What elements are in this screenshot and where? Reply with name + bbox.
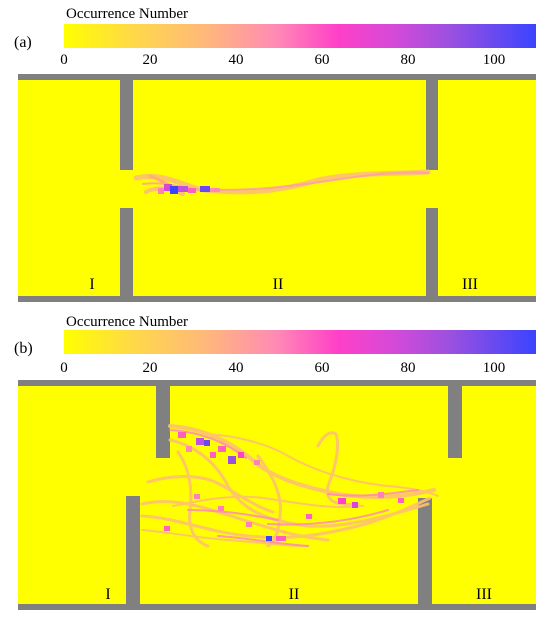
colorbar-tick: 20 — [142, 360, 158, 376]
room-label-ii: II — [288, 586, 300, 603]
room-label-ii: II — [272, 276, 284, 293]
colorbar — [64, 24, 536, 48]
colorbar-tick: 80 — [400, 52, 416, 68]
bottom-wall — [18, 604, 536, 610]
door-wall — [126, 496, 140, 604]
room-label-iii: III — [476, 586, 492, 603]
door-wall — [426, 80, 438, 170]
colorbar-tick: 100 — [482, 52, 506, 68]
door-wall — [448, 386, 462, 458]
trajectory-heatmap — [140, 424, 439, 548]
colorbar-tick: 0 — [60, 360, 68, 376]
top-wall — [18, 380, 536, 386]
colorbar-tick: 60 — [314, 360, 330, 376]
door-wall — [120, 208, 133, 296]
panel-a: (a) Occurrence Number 0 20 40 60 80 100 — [14, 6, 536, 302]
room-label-i: I — [105, 586, 111, 603]
top-wall — [18, 74, 536, 80]
panel-label: (b) — [14, 340, 33, 357]
colorbar-tick: 40 — [228, 52, 244, 68]
room-label-iii: III — [462, 276, 478, 293]
colorbar-title: Occurrence Number — [66, 6, 189, 22]
room-map: I II III — [18, 380, 536, 610]
door-wall — [156, 386, 170, 458]
panel-b: (b) Occurrence Number 0 20 40 60 80 100 — [0, 310, 550, 620]
colorbar-tick: 80 — [400, 360, 416, 376]
door-wall — [120, 80, 133, 170]
panel-label: (a) — [14, 34, 32, 51]
bottom-wall — [18, 296, 536, 302]
colorbar-tick: 0 — [60, 52, 68, 68]
colorbar-tick: 100 — [482, 360, 506, 376]
room-label-i: I — [89, 276, 95, 293]
door-wall — [426, 208, 438, 296]
colorbar-tick: 40 — [228, 360, 244, 376]
room-map: I II III — [18, 74, 536, 302]
door-wall — [418, 498, 432, 604]
colorbar — [64, 330, 536, 354]
trajectory-heatmap — [133, 169, 431, 196]
colorbar-tick: 60 — [314, 52, 330, 68]
colorbar-tick: 20 — [142, 52, 158, 68]
colorbar-title: Occurrence Number — [66, 314, 189, 330]
